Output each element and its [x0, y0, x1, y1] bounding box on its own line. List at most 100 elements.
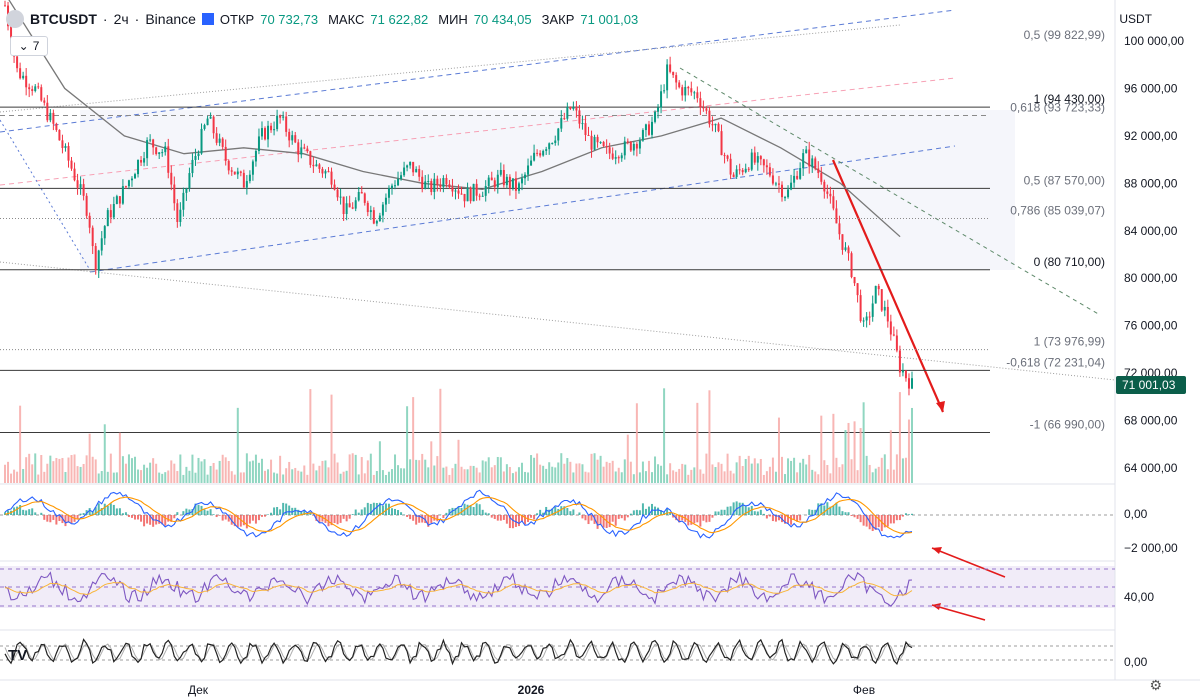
- candle-body[interactable]: [678, 82, 681, 88]
- candle-body[interactable]: [805, 149, 808, 154]
- candle-body[interactable]: [333, 184, 336, 190]
- channel-lower-line[interactable]: [89, 145, 956, 273]
- candle-body[interactable]: [40, 87, 43, 101]
- candle-body[interactable]: [793, 175, 796, 183]
- candle-body[interactable]: [699, 98, 702, 108]
- candle-body[interactable]: [412, 161, 415, 173]
- candle-body[interactable]: [871, 303, 874, 317]
- candle-body[interactable]: [137, 160, 140, 175]
- candle-body[interactable]: [533, 152, 536, 161]
- candle-body[interactable]: [197, 153, 200, 157]
- candle-body[interactable]: [481, 195, 484, 197]
- candle-body[interactable]: [418, 168, 421, 177]
- candle-body[interactable]: [898, 350, 901, 373]
- candle-body[interactable]: [536, 152, 539, 154]
- candle-body[interactable]: [155, 147, 158, 155]
- candle-body[interactable]: [765, 165, 768, 168]
- candle-body[interactable]: [321, 168, 324, 174]
- candle-body[interactable]: [121, 186, 124, 204]
- candle-body[interactable]: [58, 129, 61, 141]
- indicators-toggle-button[interactable]: ⌄ 7: [10, 36, 48, 56]
- candle-body[interactable]: [714, 123, 717, 126]
- candle-body[interactable]: [315, 164, 318, 167]
- candle-body[interactable]: [907, 378, 910, 389]
- candle-body[interactable]: [318, 164, 321, 169]
- candle-body[interactable]: [460, 193, 463, 195]
- candle-body[interactable]: [445, 178, 448, 185]
- candle-body[interactable]: [351, 207, 354, 209]
- candle-body[interactable]: [387, 188, 390, 198]
- candle-body[interactable]: [563, 118, 566, 120]
- candle-body[interactable]: [796, 175, 799, 179]
- candle-body[interactable]: [218, 138, 221, 143]
- candle-body[interactable]: [185, 188, 188, 193]
- candle-body[interactable]: [421, 176, 424, 189]
- candle-body[interactable]: [690, 88, 693, 93]
- candle-body[interactable]: [554, 140, 557, 143]
- candle-body[interactable]: [270, 125, 273, 131]
- macd-line[interactable]: [4, 489, 913, 539]
- candle-body[interactable]: [164, 146, 167, 153]
- candle-body[interactable]: [681, 87, 684, 96]
- candle-body[interactable]: [103, 226, 106, 239]
- candle-body[interactable]: [832, 196, 835, 209]
- candle-body[interactable]: [545, 149, 548, 151]
- candle-body[interactable]: [267, 125, 270, 140]
- candle-body[interactable]: [209, 116, 212, 119]
- candle-body[interactable]: [847, 247, 850, 254]
- candle-body[interactable]: [10, 26, 13, 46]
- last-price-tag[interactable]: [1116, 375, 1186, 394]
- candle-body[interactable]: [288, 131, 291, 141]
- candle-body[interactable]: [88, 215, 91, 228]
- candle-body[interactable]: [469, 188, 472, 202]
- candle-body[interactable]: [233, 171, 236, 175]
- candle-body[interactable]: [140, 160, 143, 163]
- candle-body[interactable]: [454, 190, 457, 192]
- candle-body[interactable]: [37, 86, 40, 88]
- candle-body[interactable]: [170, 172, 173, 185]
- candle-body[interactable]: [868, 316, 871, 318]
- descending-trendline[interactable]: [679, 67, 1101, 316]
- macd-signal-line[interactable]: [4, 496, 913, 534]
- candle-body[interactable]: [717, 123, 720, 132]
- candle-body[interactable]: [753, 152, 756, 163]
- candle-body[interactable]: [191, 159, 194, 174]
- candle-body[interactable]: [106, 210, 109, 227]
- candle-body[interactable]: [496, 174, 499, 188]
- candle-body[interactable]: [406, 165, 409, 168]
- candle-body[interactable]: [835, 208, 838, 224]
- candle-body[interactable]: [245, 181, 248, 188]
- candle-body[interactable]: [729, 158, 732, 175]
- candle-body[interactable]: [590, 135, 593, 150]
- candle-body[interactable]: [614, 157, 617, 159]
- candle-body[interactable]: [73, 168, 76, 181]
- candle-body[interactable]: [672, 71, 675, 76]
- candle-body[interactable]: [684, 86, 687, 96]
- candle-body[interactable]: [726, 155, 729, 159]
- candle-body[interactable]: [354, 200, 357, 209]
- candle-body[interactable]: [273, 129, 276, 131]
- candle-body[interactable]: [22, 75, 25, 79]
- candle-body[interactable]: [76, 180, 79, 188]
- candle-body[interactable]: [904, 370, 907, 379]
- candle-body[interactable]: [179, 209, 182, 222]
- candle-body[interactable]: [221, 138, 224, 147]
- candle-body[interactable]: [641, 130, 644, 141]
- candle-body[interactable]: [134, 174, 137, 179]
- candle-body[interactable]: [889, 321, 892, 335]
- candle-body[interactable]: [883, 306, 886, 311]
- candle-body[interactable]: [242, 172, 245, 188]
- candle-body[interactable]: [442, 178, 445, 187]
- candle-body[interactable]: [348, 203, 351, 208]
- candle-body[interactable]: [4, 5, 6, 7]
- candle-body[interactable]: [820, 173, 823, 182]
- candle-body[interactable]: [608, 147, 611, 154]
- candle-body[interactable]: [357, 192, 360, 201]
- candle-body[interactable]: [829, 193, 832, 197]
- candle-body[interactable]: [478, 195, 481, 197]
- candle-body[interactable]: [194, 156, 197, 160]
- candle-body[interactable]: [173, 184, 176, 204]
- candle-body[interactable]: [557, 128, 560, 141]
- candle-body[interactable]: [100, 238, 103, 251]
